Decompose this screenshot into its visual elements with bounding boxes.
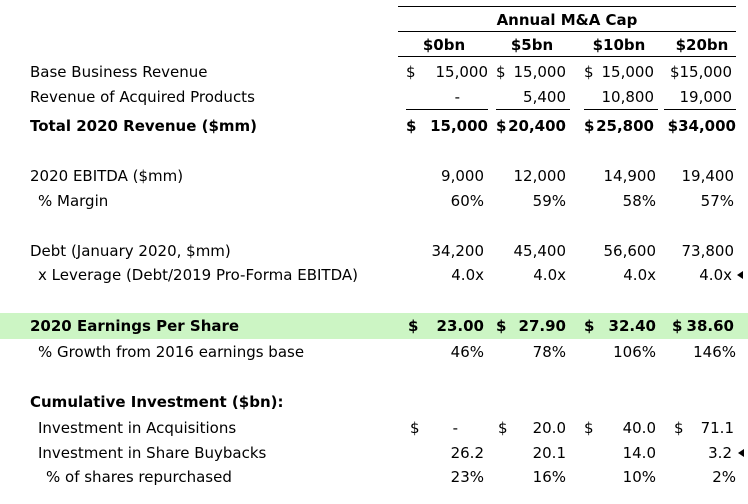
header-top-rule	[398, 6, 736, 7]
currency-symbol: $	[672, 317, 683, 335]
repurchased-value: 23%	[450, 468, 484, 486]
ebitda-value: 9,000	[441, 167, 484, 185]
total-revenue-value: 20,400	[508, 117, 566, 135]
total-revenue-label: Total 2020 Revenue ($mm)	[30, 117, 258, 135]
margin-value: 59%	[532, 192, 566, 210]
leverage-value: 4.0x	[699, 266, 732, 284]
subtotal-rule	[406, 109, 488, 110]
base-revenue-value: $15,000	[669, 63, 732, 81]
buybacks-value: 3.2	[708, 444, 732, 462]
ebitda-value: 19,400	[681, 167, 735, 185]
debt-label: Debt (January 2020, $mm)	[30, 242, 231, 260]
total-revenue-value: 15,000	[430, 117, 488, 135]
buybacks-value: 26.2	[450, 444, 484, 462]
ebitda-value: 14,900	[603, 167, 657, 185]
repurchased-value: 10%	[622, 468, 656, 486]
ebitda-value: 12,000	[513, 167, 567, 185]
acquired-revenue-value: -	[454, 88, 460, 106]
subtotal-rule	[584, 109, 658, 110]
base-revenue-value: 15,000	[435, 63, 489, 81]
currency-symbol: $	[584, 419, 594, 437]
eps-value: 38.60	[686, 317, 734, 335]
currency-symbol: $	[410, 419, 420, 437]
debt-value: 34,200	[431, 242, 485, 260]
leverage-value: 4.0x	[533, 266, 566, 284]
ebitda-label: 2020 EBITDA ($mm)	[30, 167, 184, 185]
acquired-revenue-value: 19,000	[679, 88, 733, 106]
base-revenue-value: 15,000	[601, 63, 655, 81]
eps-growth-label: % Growth from 2016 earnings base	[38, 343, 305, 361]
currency-symbol: $	[584, 317, 595, 335]
currency-symbol: $	[674, 419, 684, 437]
currency-symbol: $	[406, 63, 416, 81]
leverage-value: 4.0x	[451, 266, 484, 284]
comment-indicator-icon[interactable]	[737, 271, 743, 279]
currency-symbol: $	[496, 117, 507, 135]
currency-symbol: $	[496, 317, 507, 335]
debt-value: 45,400	[513, 242, 567, 260]
debt-value: 73,800	[681, 242, 735, 260]
currency-symbol: $	[406, 117, 417, 135]
header-title-rule	[398, 31, 736, 32]
acquisitions-value: -	[452, 419, 458, 437]
eps-growth-value: 46%	[450, 343, 484, 361]
column-header-rule	[398, 56, 736, 57]
eps-value: 32.40	[608, 317, 656, 335]
margin-value: 57%	[700, 192, 734, 210]
acquired-revenue-label: Revenue of Acquired Products	[30, 88, 255, 106]
base-revenue-value: 15,000	[513, 63, 567, 81]
margin-label: % Margin	[38, 192, 109, 210]
currency-symbol: $	[496, 63, 506, 81]
subtotal-rule	[496, 109, 570, 110]
currency-symbol: $	[584, 117, 595, 135]
margin-value: 58%	[622, 192, 656, 210]
acquired-revenue-value: 10,800	[601, 88, 655, 106]
currency-symbol: $	[498, 419, 508, 437]
investment-heading: Cumulative Investment ($bn):	[30, 393, 284, 411]
comment-indicator-icon[interactable]	[738, 449, 744, 457]
acquisitions-value: 71.1	[700, 419, 734, 437]
column-header-0bn: $0bn	[422, 36, 466, 54]
column-header-5bn: $5bn	[510, 36, 554, 54]
column-header-20bn: $20bn	[675, 36, 729, 54]
subtotal-rule	[664, 109, 736, 110]
buybacks-value: 14.0	[622, 444, 656, 462]
acquisitions-value: 40.0	[622, 419, 656, 437]
eps-value: 27.90	[518, 317, 566, 335]
acquired-revenue-value: 5,400	[523, 88, 566, 106]
eps-value: 23.00	[436, 317, 484, 335]
margin-value: 60%	[450, 192, 484, 210]
repurchased-value: 2%	[712, 468, 736, 486]
eps-growth-value: 106%	[613, 343, 656, 361]
debt-value: 56,600	[603, 242, 657, 260]
total-revenue-value: 25,800	[596, 117, 654, 135]
currency-symbol: $	[584, 63, 594, 81]
eps-growth-value: 146%	[693, 343, 736, 361]
eps-growth-value: 78%	[532, 343, 566, 361]
repurchased-label: % of shares repurchased	[46, 468, 232, 486]
total-revenue-value: $34,000	[667, 117, 736, 135]
acquisitions-label: Investment in Acquisitions	[38, 419, 237, 437]
buybacks-label: Investment in Share Buybacks	[38, 444, 267, 462]
acquisitions-value: 20.0	[532, 419, 566, 437]
header-title: Annual M&A Cap	[496, 11, 638, 29]
column-header-10bn: $10bn	[592, 36, 646, 54]
base-revenue-label: Base Business Revenue	[30, 63, 208, 81]
currency-symbol: $	[408, 317, 419, 335]
repurchased-value: 16%	[532, 468, 566, 486]
leverage-value: 4.0x	[623, 266, 656, 284]
buybacks-value: 20.1	[532, 444, 566, 462]
leverage-label: x Leverage (Debt/2019 Pro-Forma EBITDA)	[38, 266, 358, 284]
eps-highlight-band	[0, 313, 748, 339]
eps-label: 2020 Earnings Per Share	[30, 317, 240, 335]
